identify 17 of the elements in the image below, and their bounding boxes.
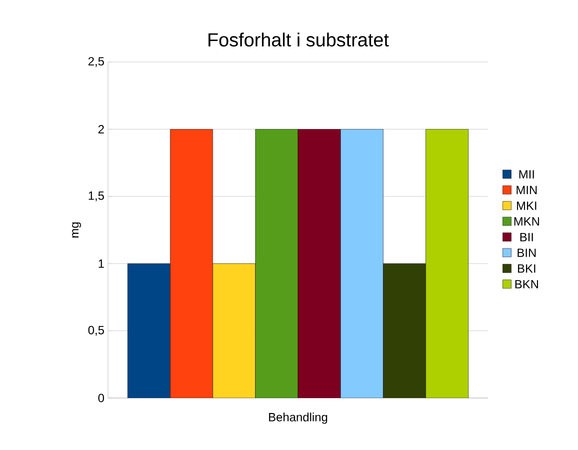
chart-title: Fosforhalt i substratet bbox=[208, 32, 389, 47]
legend-label: MKN bbox=[514, 217, 539, 226]
legend-label: MII bbox=[519, 170, 534, 178]
y-tick-label: 0 bbox=[98, 394, 104, 402]
y-axis-title: mg bbox=[72, 222, 82, 238]
y-tick-label: 1,5 bbox=[88, 192, 104, 202]
y-tick-label: 2 bbox=[98, 125, 104, 134]
y-tick-label: 0,5 bbox=[88, 326, 104, 336]
legend-label: BKI bbox=[518, 264, 536, 273]
y-tick-label: 2,5 bbox=[88, 57, 104, 67]
x-axis-title: Behandling bbox=[269, 412, 328, 424]
legend-label: MKI bbox=[517, 202, 536, 210]
legend-label: MIN bbox=[516, 186, 537, 194]
y-tick-label: 1 bbox=[98, 259, 104, 268]
legend-label: BKN bbox=[515, 280, 538, 288]
legend-label: BII bbox=[520, 232, 533, 242]
legend-label: BIN bbox=[518, 248, 536, 257]
